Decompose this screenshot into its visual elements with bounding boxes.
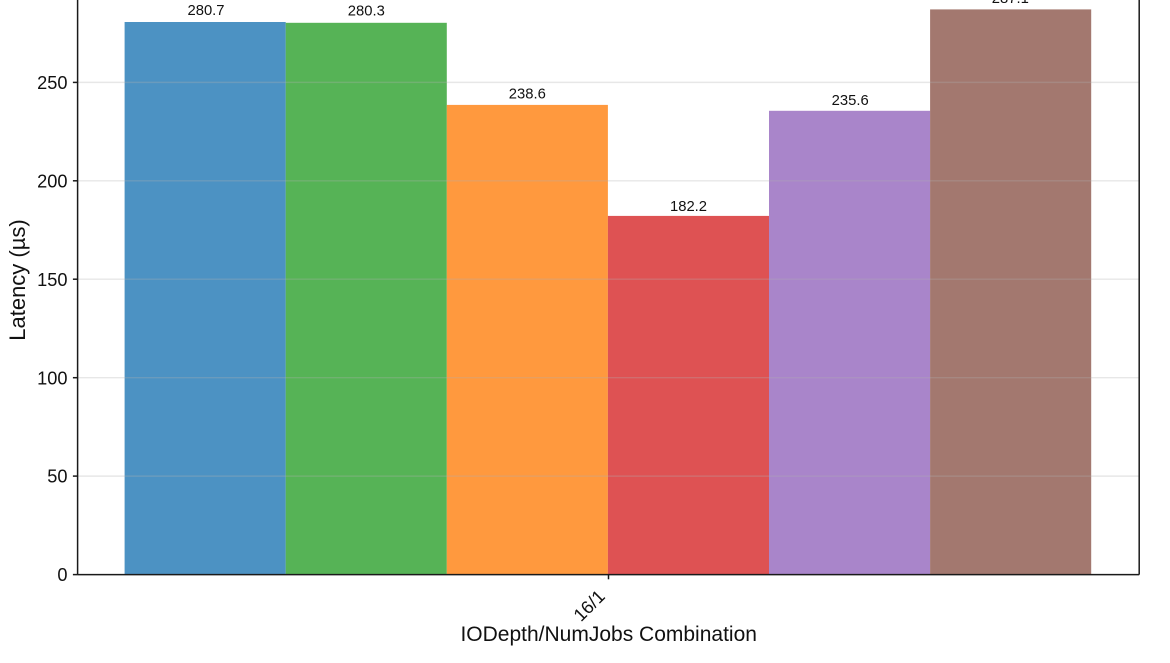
svg-text:0: 0 xyxy=(57,565,67,585)
svg-text:100: 100 xyxy=(37,368,67,388)
svg-text:50: 50 xyxy=(47,467,67,487)
svg-text:IODepth/NumJobs Combination: IODepth/NumJobs Combination xyxy=(460,623,756,646)
svg-text:250: 250 xyxy=(37,73,67,93)
svg-text:182.2: 182.2 xyxy=(670,199,707,215)
svg-text:200: 200 xyxy=(37,171,67,191)
svg-text:287.1: 287.1 xyxy=(992,0,1029,7)
svg-text:280.7: 280.7 xyxy=(187,3,224,19)
svg-text:235.6: 235.6 xyxy=(832,93,869,109)
svg-text:238.6: 238.6 xyxy=(509,86,546,102)
svg-text:150: 150 xyxy=(37,270,67,290)
svg-text:280.3: 280.3 xyxy=(348,3,385,19)
svg-text:Latency (µs): Latency (µs) xyxy=(5,219,30,341)
